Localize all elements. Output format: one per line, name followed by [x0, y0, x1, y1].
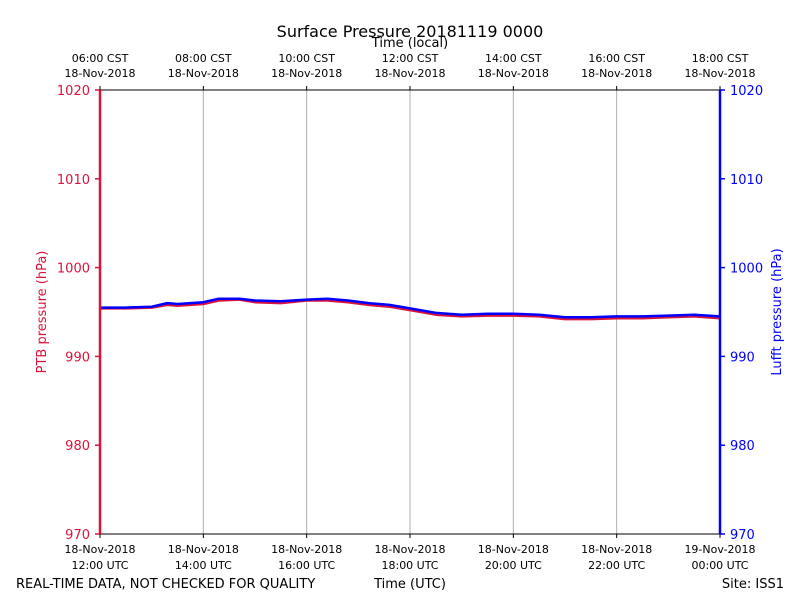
bottom-x-ticks: 18-Nov-2018 12:00 UTC 18-Nov-2018 14:00 UTC… [64, 534, 756, 572]
left-y-tick-label: 990 [65, 350, 90, 365]
x-tick-time: 20:00 UTC [485, 559, 542, 572]
right-y-axis-label: Lufft pressure (hPa) [770, 248, 785, 375]
top-tick-date: 18-Nov-2018 [478, 67, 549, 80]
left-y-tick-label: 1010 [57, 173, 90, 188]
x-tick-date: 18-Nov-2018 [271, 543, 342, 556]
top-tick-time: 10:00 CST [278, 52, 335, 65]
grid-layer [202, 90, 618, 534]
x-tick-time: 12:00 UTC [71, 559, 128, 572]
x-tick-time: 18:00 UTC [381, 559, 438, 572]
left-y-axis-label: PTB pressure (hPa) [35, 251, 50, 374]
series-layer [100, 297, 721, 321]
right-y-tick-label: 990 [730, 350, 755, 365]
x-tick-time: 22:00 UTC [588, 559, 645, 572]
x-tick-time: 14:00 UTC [175, 559, 232, 572]
x-tick-date: 18-Nov-2018 [478, 543, 549, 556]
chart-title: Surface Pressure 20181119 0000 [277, 22, 544, 41]
top-x-ticks: 06:00 CST 18-Nov-2018 08:00 CST 18-Nov-2018… [64, 52, 756, 90]
right-y-tick-label: 1010 [730, 173, 763, 188]
site-label: Site: ISS1 [722, 577, 784, 592]
top-axis-label: Time (local) [371, 36, 448, 51]
left-y-ticks: 970 980 990 1000 1010 1020 [57, 84, 100, 543]
x-tick-time: 00:00 UTC [691, 559, 748, 572]
top-tick-date: 18-Nov-2018 [581, 67, 652, 80]
x-tick-time: 16:00 UTC [278, 559, 335, 572]
right-y-tick-label: 1000 [730, 262, 763, 277]
lufft-pressure-line [100, 297, 721, 319]
left-y-tick-label: 1020 [57, 84, 90, 99]
x-tick-date: 19-Nov-2018 [684, 543, 755, 556]
top-tick-date: 18-Nov-2018 [271, 67, 342, 80]
top-tick-time: 08:00 CST [175, 52, 232, 65]
top-tick-time: 16:00 CST [588, 52, 645, 65]
right-y-tick-label: 1020 [730, 84, 763, 99]
top-tick-time: 14:00 CST [485, 52, 542, 65]
right-y-tick-label: 980 [730, 439, 755, 454]
x-tick-date: 18-Nov-2018 [168, 543, 239, 556]
top-tick-date: 18-Nov-2018 [64, 67, 135, 80]
top-tick-date: 18-Nov-2018 [684, 67, 755, 80]
top-tick-date: 18-Nov-2018 [168, 67, 239, 80]
top-tick-time: 06:00 CST [72, 52, 129, 65]
ptb-pressure-line [100, 298, 721, 321]
left-y-tick-label: 1000 [57, 262, 90, 277]
top-tick-date: 18-Nov-2018 [374, 67, 445, 80]
top-tick-time: 18:00 CST [692, 52, 749, 65]
left-y-tick-label: 980 [65, 439, 90, 454]
right-y-tick-label: 970 [730, 528, 755, 543]
top-tick-time: 12:00 CST [382, 52, 439, 65]
quality-note: REAL-TIME DATA, NOT CHECKED FOR QUALITY [16, 577, 315, 592]
x-axis-label: Time (UTC) [373, 577, 446, 592]
x-tick-date: 18-Nov-2018 [64, 543, 135, 556]
right-y-ticks: 970 980 990 1000 1010 1020 [720, 84, 763, 543]
x-tick-date: 18-Nov-2018 [581, 543, 652, 556]
x-tick-date: 18-Nov-2018 [374, 543, 445, 556]
left-y-tick-label: 970 [65, 528, 90, 543]
